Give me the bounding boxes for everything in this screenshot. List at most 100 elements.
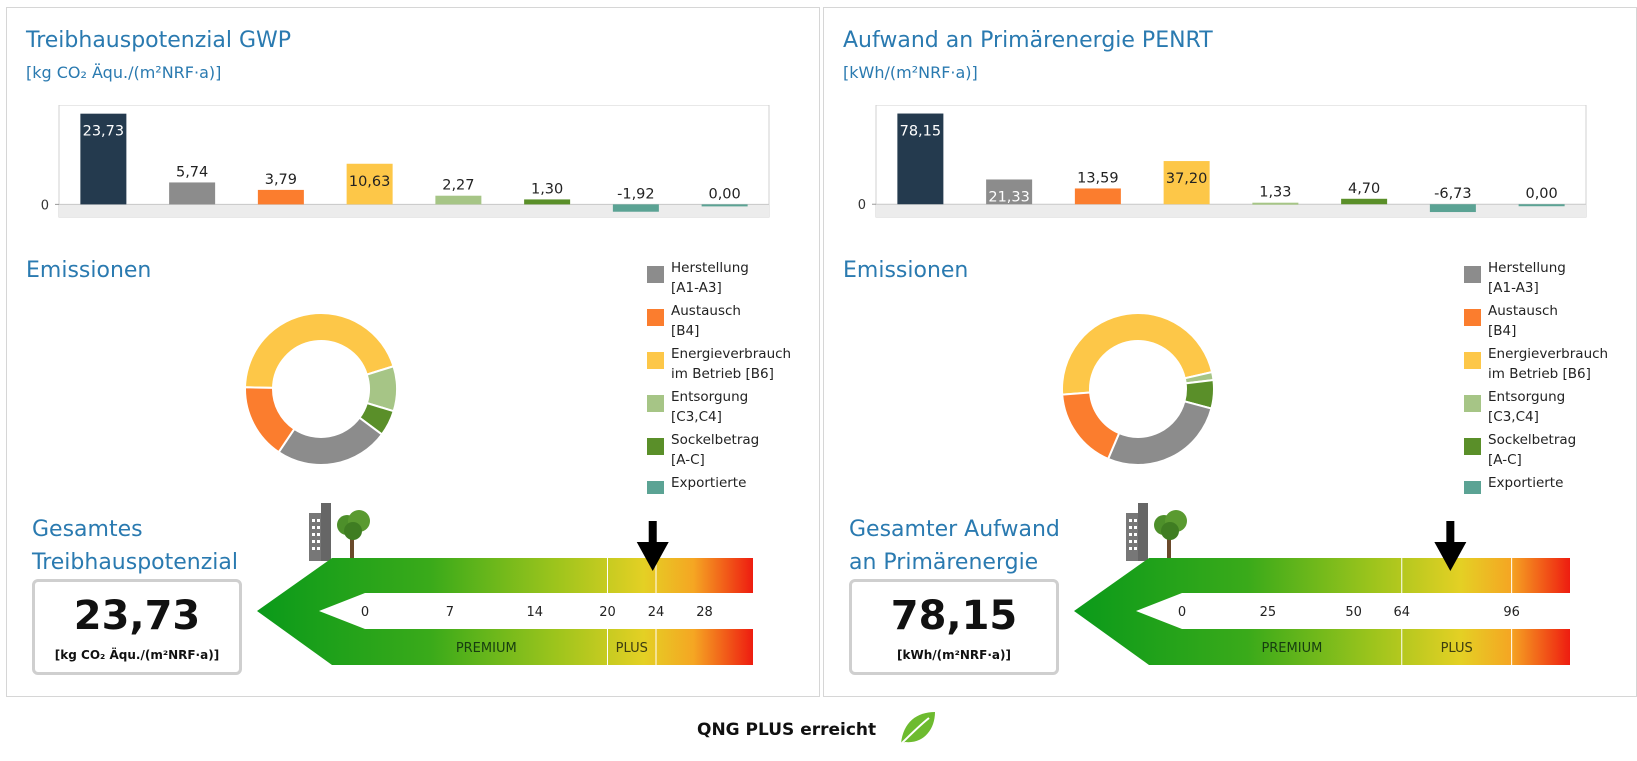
donut-slice [1106,400,1213,466]
bar-value-label: 1,30 [531,181,563,197]
bar [435,195,482,205]
plus-label: PLUS [616,641,648,656]
bar [1163,161,1210,205]
bar-value-label: 10,63 [349,174,391,190]
legend: Herstellung [A1-A3] Austausch [B4] Energie… [647,258,822,494]
legend-swatch [1464,395,1481,412]
legend-swatch [647,352,664,369]
scale-tick-label: 7 [446,605,454,620]
y-tick-label: 0 [41,198,49,213]
legend-swatch [647,438,664,455]
legend-swatch [1464,481,1481,494]
scale-tick-label: 20 [599,605,616,620]
legend-label: Exportierte [671,475,747,491]
plus-label: PLUS [1441,641,1473,656]
bar [1429,204,1476,213]
donut-slice [1061,391,1121,461]
bar [1341,198,1388,205]
scale-tick-label: 0 [361,605,369,620]
legend-label: Energieverbrauch im Betrieb [B6] [1488,346,1609,382]
legend-swatch [647,481,664,494]
bar [169,182,216,205]
bar [524,199,571,205]
building-tree-icon [309,503,370,561]
plot-area [58,105,770,218]
bar-value-label: 3,79 [265,172,297,188]
bar [986,179,1033,205]
total-unit: [kWh/(m²NRF·a)] [897,648,1011,662]
scale-tick-label: 64 [1393,605,1410,620]
gwp-donut-chart [243,312,398,466]
legend-label: Entsorgung [C3,C4] [671,389,749,425]
marker-arrow [1434,521,1467,571]
bar [80,113,127,205]
bar-value-label: 37,20 [1166,171,1208,187]
penrt-qng-scale: 0 25 50 64 96 PREMIUM PLUS [1074,521,1570,665]
bar-value-label: 5,74 [176,164,208,180]
bar-value-label: 2,27 [442,178,474,194]
legend-swatch [1464,266,1481,283]
marker-arrow [636,521,669,571]
total-title: Gesamter Aufwand an Primärenergie [849,517,1060,575]
qng-status-text: QNG PLUS erreicht [697,720,877,740]
legend-label: Austausch [B4] [671,303,741,339]
legend: Herstellung [A1-A3] Austausch [B4] Energie… [1464,258,1637,494]
bar [612,204,659,212]
bar-value-label: 21,33 [988,189,1030,205]
legend-swatch [647,395,664,412]
bar [1074,188,1121,205]
building-tree-icon [1126,503,1187,561]
bar-value-label: 0,00 [1525,186,1557,202]
below-zero-band [59,204,769,217]
scale-tick-label: 28 [696,605,713,620]
leaf-icon [900,712,935,745]
legend-label: Sockelbetrag [A-C] [1488,432,1577,468]
bar-value-label: 23,73 [83,124,125,140]
panel-unit: [kWh/(m²NRF·a)] [843,63,978,82]
total-value-box: 78,15 [kWh/(m²NRF·a)] [849,579,1059,675]
y-tick-label: 0 [858,198,866,213]
total-title: Gesamtes Treibhauspotenzial [32,517,238,575]
legend-swatch [647,309,664,326]
total-value-box: 23,73 [kg CO₂ Äqu./(m²NRF·a)] [32,579,242,675]
gwp-qng-scale: 0 7 14 20 24 28 PREMIUM PLUS [257,521,753,665]
panel-title: Aufwand an Primärenergie PENRT [843,28,1213,53]
legend-label: Energieverbrauch im Betrieb [B6] [671,346,792,382]
scale-tick-label: 96 [1503,605,1520,620]
donut-slice [244,386,296,454]
bar-value-label: 13,59 [1077,170,1119,186]
penrt-bar-chart: 0 78,15 21,33 13,59 37,20 1,33 4,70 -6,73 0,00 [858,105,1587,218]
bar-value-label: 0,00 [708,186,740,202]
total-value: 23,73 [73,593,201,639]
bar [346,163,393,205]
total-value: 78,15 [890,593,1018,639]
bar [1518,204,1565,207]
bar-value-label: 78,15 [900,124,942,140]
legend-label: Herstellung [A1-A3] [671,260,749,296]
legend-label: Exportierte [1488,475,1564,491]
premium-label: PREMIUM [456,641,517,656]
bar-value-label: 4,70 [1348,181,1380,197]
penrt-donut-chart [1061,312,1215,466]
bar [897,113,944,205]
bar-value-label: 1,33 [1259,185,1291,201]
legend-swatch [1464,352,1481,369]
bar-value-label: -1,92 [617,186,655,202]
donut-slice [243,312,395,389]
plot-area [875,105,1587,218]
bar [1252,202,1299,205]
bar-value-label: -6,73 [1434,186,1472,202]
legend-label: Entsorgung [C3,C4] [1488,389,1566,425]
legend-label: Austausch [B4] [1488,303,1558,339]
legend-label: Herstellung [A1-A3] [1488,260,1566,296]
below-zero-band [876,204,1586,217]
bar [257,189,304,205]
scale-tick-label: 14 [526,605,543,620]
scale-arrow [1074,558,1570,665]
bar [701,204,748,207]
scale-tick-label: 25 [1260,605,1277,620]
scale-tick-label: 24 [648,605,665,620]
legend-swatch [647,266,664,283]
premium-label: PREMIUM [1261,641,1322,656]
donut-slice [277,416,384,466]
